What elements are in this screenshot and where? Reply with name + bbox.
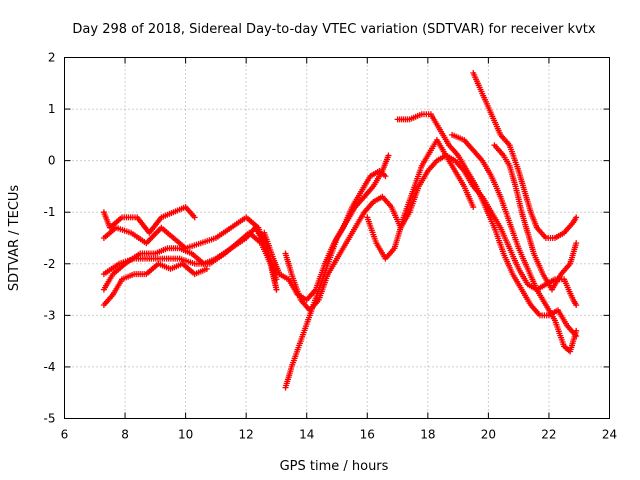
series-track-m	[491, 142, 580, 293]
series-track-c	[100, 224, 280, 293]
series-line	[396, 113, 577, 337]
y-tick-label: -3	[44, 308, 56, 322]
data-point-marker	[385, 152, 392, 159]
x-tick-label: 18	[420, 428, 435, 442]
y-tick-label: -1	[44, 205, 56, 219]
series-track-d	[100, 204, 198, 236]
x-tick-label: 12	[239, 428, 254, 442]
y-tick-label: 2	[48, 51, 56, 65]
x-tick-label: 20	[481, 428, 496, 442]
x-tick-label: 8	[121, 428, 129, 442]
series-track-j	[394, 111, 580, 339]
x-tick-label: 16	[360, 428, 375, 442]
data-point-marker	[573, 327, 580, 334]
y-tick-label: 1	[48, 102, 56, 116]
series-track-k	[449, 131, 580, 355]
data-point-marker	[203, 265, 210, 272]
data-point-marker	[191, 214, 198, 221]
x-tick-label: 10	[178, 428, 193, 442]
data-series-layer	[100, 70, 580, 391]
plot-frame	[64, 57, 610, 419]
data-point-marker	[573, 302, 580, 309]
chart-title: Day 298 of 2018, Sidereal Day-to-day VTE…	[72, 22, 595, 37]
grid-lines	[64, 57, 610, 419]
y-tick-label: -4	[44, 360, 56, 374]
data-point-marker	[470, 204, 477, 211]
x-tick-label: 14	[299, 428, 314, 442]
x-tick-label: 6	[61, 428, 69, 442]
series-line	[451, 134, 577, 353]
series-track-g	[282, 152, 392, 391]
y-tick-label: -2	[44, 257, 56, 271]
x-tick-label: 24	[602, 428, 617, 442]
data-point-marker	[273, 286, 280, 293]
data-point-marker	[573, 214, 580, 221]
series-track-e	[100, 260, 210, 308]
x-tick-label: 22	[541, 428, 556, 442]
data-point-marker	[573, 240, 580, 247]
y-tick-label: 0	[48, 154, 56, 168]
y-axis-label: SDTVAR / TECUs	[7, 185, 22, 292]
data-point-marker	[382, 173, 389, 180]
series-track-l	[470, 70, 580, 241]
x-axis-label: GPS time / hours	[280, 459, 389, 474]
y-tick-label: -5	[44, 412, 56, 426]
data-point-marker	[273, 276, 280, 283]
